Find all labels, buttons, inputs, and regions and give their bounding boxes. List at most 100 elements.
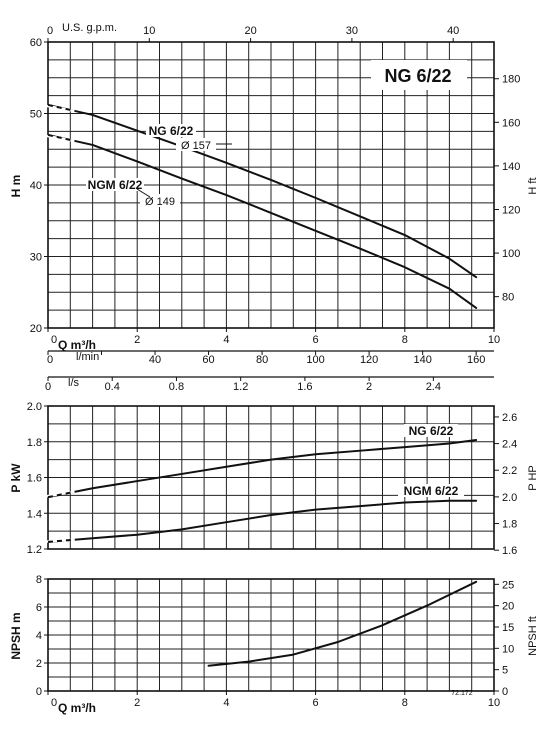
label-background xyxy=(176,138,216,151)
y-tick-label: 50 xyxy=(30,109,42,121)
x-tick-label: 2 xyxy=(134,697,140,709)
y-right-tick-label: 140 xyxy=(502,161,520,173)
reference-code: 72.172 xyxy=(451,690,473,697)
series-lead-dashed xyxy=(47,103,75,112)
x-tick-label: 0 xyxy=(51,334,57,346)
lmin-tick-label: 60 xyxy=(202,354,214,366)
x-tick-label: 8 xyxy=(402,334,408,346)
ls-tick-label: 2 xyxy=(366,381,372,393)
y-tick-label: 8 xyxy=(36,574,42,586)
y-right-tick-label: 1.8 xyxy=(502,519,517,531)
series-lead-dashed xyxy=(47,133,75,142)
ls-tick-label: 1.6 xyxy=(297,381,312,393)
y-right-tick-label: 2.6 xyxy=(502,412,517,424)
label-background xyxy=(86,178,144,191)
top-tick-label: 10 xyxy=(143,25,155,37)
x-tick-label: 0 xyxy=(51,697,57,709)
y-tick-label: 40 xyxy=(30,180,42,192)
ls-tick-label: 0 xyxy=(45,381,51,393)
top-axis-label: U.S. g.p.m. xyxy=(62,22,117,34)
y-right-tick-label: 100 xyxy=(502,248,520,260)
series-line xyxy=(47,438,478,499)
series-sublabel-ng: Ø 157 xyxy=(181,140,211,152)
y-right-tick-label: 15 xyxy=(502,622,514,634)
y-tick-label: 1.2 xyxy=(27,544,42,556)
y-axis-title: H m xyxy=(9,175,23,198)
label-background xyxy=(140,194,180,207)
title-box xyxy=(371,60,467,90)
series-label-ngm: NGM 6/22 xyxy=(404,484,459,498)
lmin-axis-label: l/min xyxy=(76,351,99,363)
ls-tick-label: 0.4 xyxy=(105,381,120,393)
x-tick-label: 6 xyxy=(313,697,319,709)
x-tick-label: 2 xyxy=(134,334,140,346)
y-tick-label: 60 xyxy=(30,37,42,49)
y-right-tick-label: 2.4 xyxy=(502,439,517,451)
lmin-tick-label: 0 xyxy=(47,354,53,366)
y-right-tick-label: 2.2 xyxy=(502,465,517,477)
y-tick-label: 0 xyxy=(36,686,42,698)
y-tick-label: 6 xyxy=(36,602,42,614)
series-label-ng: NG 6/22 xyxy=(409,424,454,438)
y-right-axis-title: NPSH ft xyxy=(527,616,539,656)
y-right-tick-label: 160 xyxy=(502,117,520,129)
y-right-tick-label: 2.0 xyxy=(502,492,517,504)
top-tick-label: 0 xyxy=(47,25,53,37)
chart-title: NG 6/22 xyxy=(384,66,451,86)
series-sublabel-ngm: Ø 149 xyxy=(145,196,175,208)
y-tick-label: 2 xyxy=(36,658,42,670)
y-right-tick-label: 20 xyxy=(502,601,514,613)
series-line xyxy=(47,499,478,543)
top-tick-label: 20 xyxy=(244,25,256,37)
y-right-tick-label: 120 xyxy=(502,204,520,216)
ls-tick-label: 2.4 xyxy=(426,381,441,393)
lmin-tick-label: 120 xyxy=(360,354,378,366)
y-right-tick-label: 10 xyxy=(502,643,514,655)
label-background xyxy=(398,484,464,497)
y-right-tick-label: 180 xyxy=(502,74,520,86)
y-right-tick-label: 0 xyxy=(502,686,508,698)
y-right-axis-title: P HP xyxy=(527,465,539,490)
lmin-tick-label: 160 xyxy=(467,354,485,366)
series-line xyxy=(207,580,478,667)
series-lead-dashed xyxy=(47,490,75,499)
x-axis-label: Q m³/h xyxy=(58,338,96,352)
y-right-tick-label: 1.6 xyxy=(502,545,517,557)
y-tick-label: 20 xyxy=(30,323,42,335)
ls-axis-label: l/s xyxy=(68,377,80,389)
y-tick-label: 1.8 xyxy=(27,437,42,449)
y-right-tick-label: 25 xyxy=(502,579,514,591)
x-tick-label: 10 xyxy=(488,697,500,709)
x-axis-label: Q m³/h xyxy=(58,701,96,715)
lmin-tick-label: 100 xyxy=(306,354,324,366)
series-label-leader xyxy=(136,188,151,198)
x-tick-label: 4 xyxy=(223,697,229,709)
y-tick-label: 30 xyxy=(30,252,42,264)
lmin-tick-label: 80 xyxy=(256,354,268,366)
y-tick-label: 1.6 xyxy=(27,473,42,485)
lmin-tick-label: 40 xyxy=(149,354,161,366)
y-axis-title: NPSH m xyxy=(9,612,23,659)
label-background xyxy=(404,424,458,437)
y-right-tick-label: 80 xyxy=(502,292,514,304)
x-tick-label: 4 xyxy=(223,334,229,346)
series-line xyxy=(47,103,478,279)
top-tick-label: 40 xyxy=(447,25,459,37)
top-tick-label: 30 xyxy=(346,25,358,37)
y-axis-title: P kW xyxy=(9,463,23,493)
y-tick-label: 1.4 xyxy=(27,508,42,520)
y-right-axis-title: H ft xyxy=(527,177,539,194)
series-line xyxy=(47,133,478,309)
x-tick-label: 10 xyxy=(488,334,500,346)
ls-tick-label: 0.8 xyxy=(169,381,184,393)
lmin-tick-label: 140 xyxy=(413,354,431,366)
series-lead-dashed xyxy=(47,538,75,543)
y-tick-label: 2.0 xyxy=(27,401,42,413)
x-tick-label: 6 xyxy=(313,334,319,346)
y-tick-label: 4 xyxy=(36,630,42,642)
series-label-ng: NG 6/22 xyxy=(149,124,194,138)
series-label-ngm: NGM 6/22 xyxy=(88,178,143,192)
label-background xyxy=(146,124,196,137)
x-tick-label: 8 xyxy=(402,697,408,709)
